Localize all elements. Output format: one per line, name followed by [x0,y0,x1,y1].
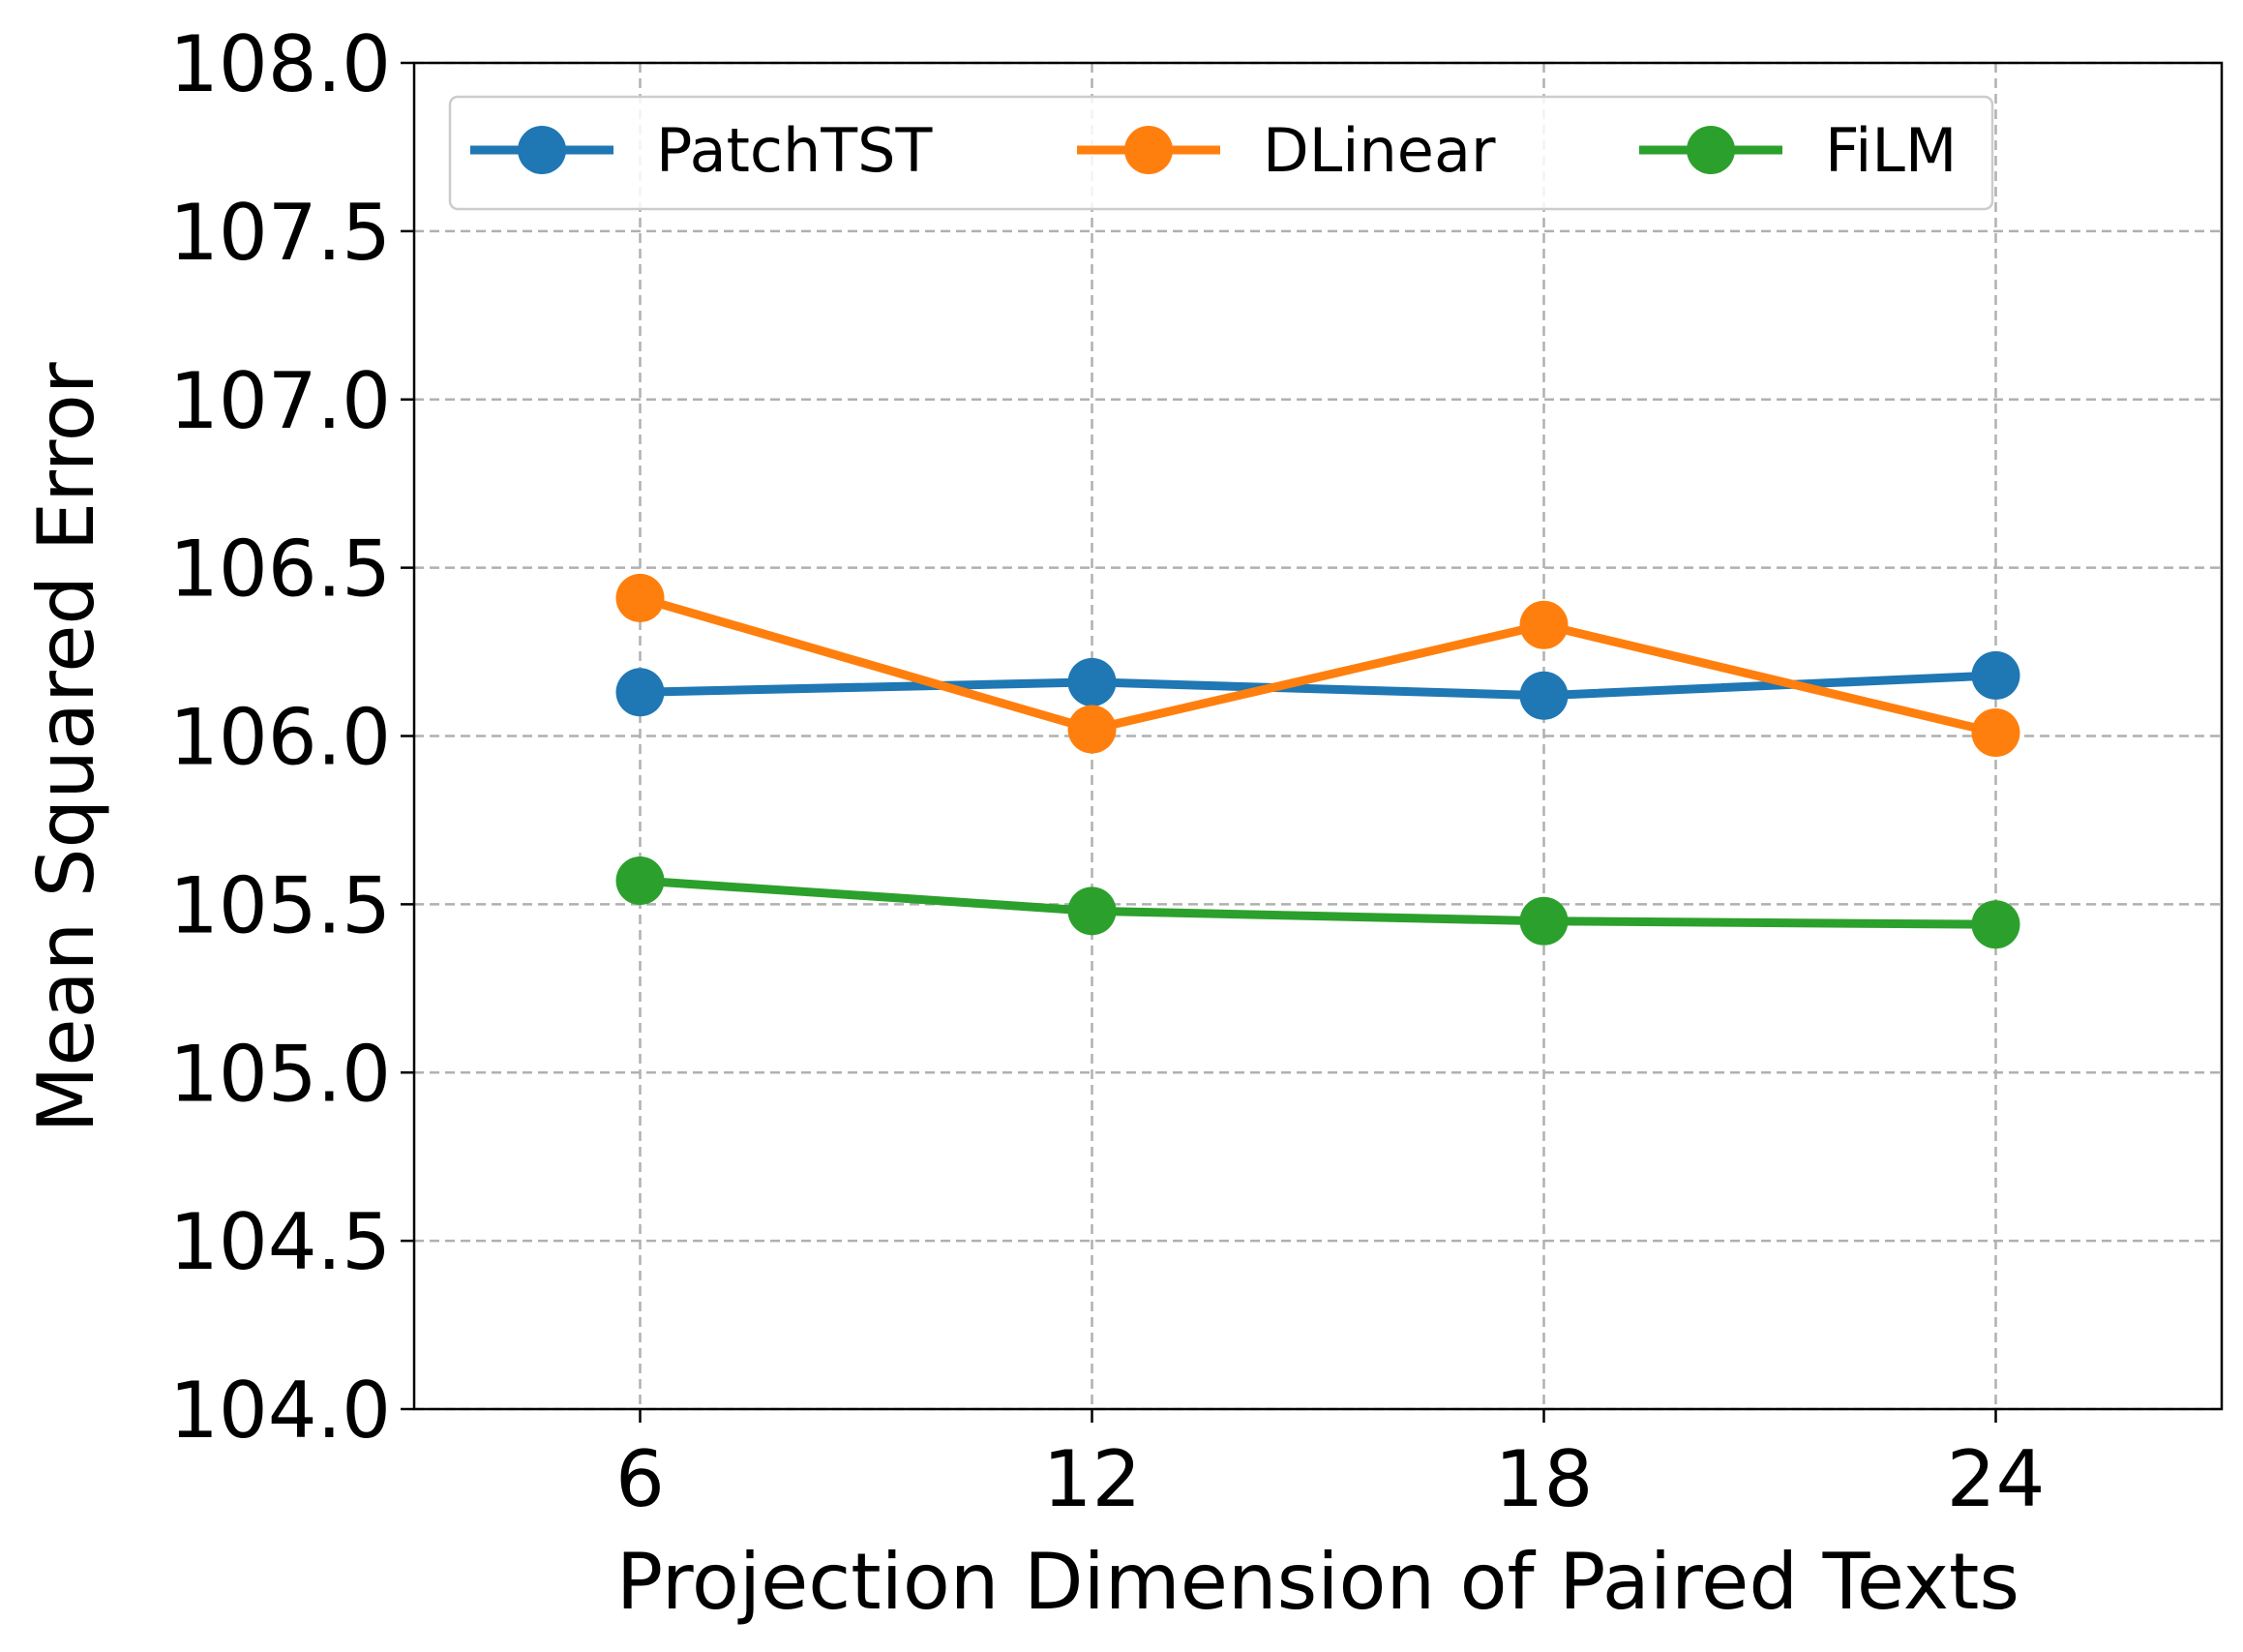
data-point-patchtst [615,668,665,717]
data-point-patchtst [1519,671,1569,720]
legend-label: FiLM [1825,115,1957,186]
y-tick-label: 105.0 [169,1029,391,1119]
y-tick-label: 105.5 [169,860,391,950]
legend-swatch-marker [1687,126,1735,174]
data-point-dlinear [615,573,665,622]
legend-entry-patchtst: PatchTST [470,115,934,186]
data-point-dlinear [1067,705,1117,754]
axis-ticks: 104.0 104.5 105.0 105.5 106.0 106.5 107.0 107.5… [169,19,2045,1524]
data-point-film [615,856,665,906]
series-film [615,856,2020,949]
data-point-patchtst [1971,650,2020,700]
y-tick-label: 108.0 [169,19,391,109]
legend-label: DLinear [1263,115,1496,186]
y-tick-label: 106.5 [169,525,391,615]
data-point-film [1971,900,2020,949]
series-group [615,573,2020,949]
legend-entry-film: FiLM [1639,115,1957,186]
legend-box [448,95,1994,211]
data-point-dlinear [1519,600,1569,649]
y-tick-label: 107.0 [169,356,391,446]
y-tick-label: 104.0 [169,1366,391,1456]
series-line-patchtst [640,671,1996,701]
data-point-film [1067,886,1117,936]
legend: PatchTST DLinear FiLM [448,95,1994,211]
y-tick-label: 107.5 [169,188,391,278]
data-point-dlinear [1971,708,2020,758]
data-point-patchtst [1067,657,1117,706]
x-axis-title: Projection Dimension of Paired Texts [616,1537,2019,1627]
series-dlinear [615,573,2020,758]
x-tick-label: 6 [615,1434,665,1524]
data-point-film [1519,896,1569,946]
y-tick-label: 104.5 [169,1197,391,1287]
y-tick-label: 106.0 [169,693,391,783]
y-axis-title: Mean Squared Error [21,362,111,1132]
x-tick-label: 12 [1043,1434,1142,1524]
legend-swatch-marker [1124,126,1173,174]
series-line-film [640,876,1996,929]
legend-swatch-marker [518,126,566,174]
series-line-dlinear [639,593,1997,737]
legend-entry-dlinear: DLinear [1077,115,1496,186]
series-patchtst [615,650,2020,720]
x-tick-label: 18 [1495,1434,1594,1524]
x-tick-label: 24 [1947,1434,2046,1524]
legend-label: PatchTST [656,115,934,186]
